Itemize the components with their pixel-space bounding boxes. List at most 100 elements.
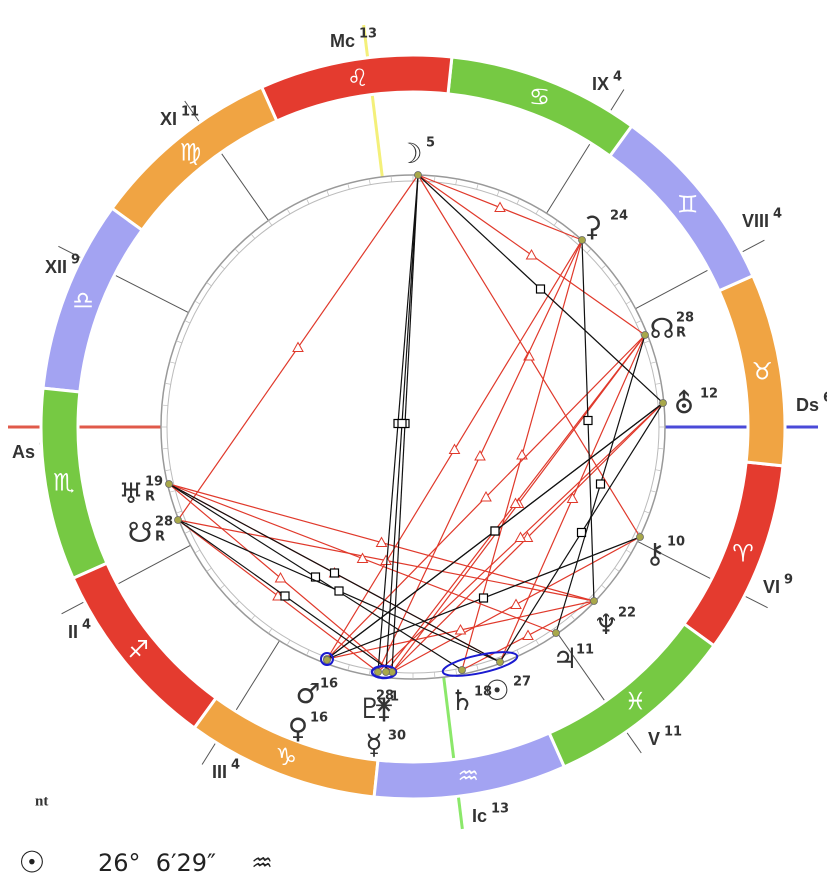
sign-glyph: ♌ bbox=[347, 64, 369, 92]
house-cusp bbox=[609, 89, 625, 112]
degree-tick bbox=[161, 448, 168, 450]
aspect-trine bbox=[509, 497, 522, 508]
planet-degree: 19 bbox=[145, 475, 163, 490]
planet-point bbox=[165, 480, 173, 488]
degree-tick bbox=[658, 448, 665, 450]
house-label: III bbox=[212, 762, 227, 782]
conjunction-ring bbox=[370, 664, 398, 680]
degree-tick bbox=[650, 490, 657, 493]
planet-point bbox=[636, 533, 644, 541]
house-label: XI bbox=[160, 109, 177, 129]
sign-glyph: ♈ bbox=[732, 540, 754, 568]
degree-tick bbox=[286, 208, 291, 215]
aspect-trine bbox=[510, 598, 522, 609]
degree-tick bbox=[169, 490, 176, 493]
degree-tick bbox=[219, 584, 225, 590]
planet-degree: 28 bbox=[155, 515, 173, 530]
degree-tick bbox=[234, 600, 240, 606]
planet-point bbox=[496, 658, 504, 666]
aspect-trine bbox=[522, 629, 534, 640]
degree-tick bbox=[635, 320, 642, 324]
house-cusp bbox=[58, 245, 82, 259]
degree-tick bbox=[164, 469, 171, 472]
degree-tick bbox=[184, 320, 191, 324]
degree-tick bbox=[306, 649, 310, 656]
degree-tick bbox=[455, 669, 458, 676]
planet-degree: 18 bbox=[474, 685, 492, 700]
planet-glyph: ⚳ bbox=[582, 210, 603, 243]
degree-tick bbox=[516, 649, 520, 656]
planet-glyph: ♅ bbox=[118, 477, 143, 510]
planet-point bbox=[552, 629, 560, 637]
aspect-square bbox=[334, 586, 344, 596]
degree-tick bbox=[368, 669, 371, 676]
angle-line bbox=[362, 24, 384, 178]
degree-tick bbox=[644, 340, 650, 344]
house-degree: 4 bbox=[773, 207, 782, 222]
house-degree: 6 bbox=[823, 391, 827, 406]
house-cusp bbox=[625, 731, 642, 754]
house-label: IX bbox=[592, 74, 609, 94]
planet-degree: 28 bbox=[376, 689, 394, 704]
planet-point bbox=[382, 668, 390, 676]
house-cusp bbox=[220, 152, 269, 221]
aspect-trine bbox=[494, 201, 506, 212]
degree-tick bbox=[614, 282, 620, 287]
planet-glyph: ☋ bbox=[128, 516, 153, 549]
planet-degree: 30 bbox=[388, 729, 406, 744]
aspect-trine bbox=[274, 571, 287, 583]
planet-glyph: ♄ bbox=[449, 684, 474, 717]
planet-glyph: ☉ bbox=[484, 674, 509, 707]
house-cusp bbox=[546, 142, 591, 214]
aspect-trine bbox=[356, 552, 369, 563]
aspect-trine bbox=[454, 623, 467, 635]
house-degree: 4 bbox=[231, 758, 240, 773]
aspect-trine bbox=[375, 536, 388, 547]
degree-tick bbox=[476, 183, 479, 190]
degree-tick bbox=[234, 248, 240, 254]
retrograde-mark: R bbox=[145, 490, 155, 505]
retrograde-mark: R bbox=[676, 326, 686, 341]
aspect-trine bbox=[380, 554, 392, 565]
degree-tick bbox=[614, 567, 620, 572]
degree-tick bbox=[306, 198, 310, 205]
degree-tick bbox=[390, 175, 392, 182]
aspect-square bbox=[535, 284, 546, 294]
degree-tick bbox=[206, 567, 212, 572]
planet-point bbox=[374, 668, 382, 676]
house-label: VIII bbox=[742, 211, 769, 231]
house-cusp bbox=[557, 633, 606, 702]
planet-point bbox=[174, 516, 182, 524]
sign-glyph: ♓ bbox=[625, 688, 647, 716]
house-cusp bbox=[114, 274, 189, 314]
house-degree: 4 bbox=[82, 618, 91, 633]
conjunction-ring bbox=[320, 652, 334, 666]
sign-glyph: ♍ bbox=[180, 138, 202, 166]
house-cusp bbox=[741, 239, 765, 253]
degree-tick bbox=[368, 178, 371, 185]
degree-tick bbox=[535, 208, 540, 215]
planet-glyph: ♂ bbox=[295, 677, 320, 710]
house-label: Ds bbox=[796, 395, 819, 415]
planet-degree: 27 bbox=[513, 675, 531, 690]
degree-tick bbox=[455, 178, 458, 185]
aspect-trine bbox=[474, 449, 486, 461]
planet-glyph: ☽ bbox=[397, 137, 422, 170]
degree-tick bbox=[161, 404, 168, 406]
house-cusp bbox=[116, 544, 191, 585]
note: nt bbox=[35, 793, 48, 809]
planet-degree: 16 bbox=[310, 711, 328, 726]
degree-tick bbox=[176, 510, 182, 514]
house-cusp bbox=[744, 595, 768, 609]
planet-degree: 12 bbox=[700, 387, 718, 402]
degree-tick bbox=[496, 190, 500, 196]
degree-tick bbox=[476, 664, 479, 671]
house-cusp bbox=[61, 601, 85, 615]
aspect-square bbox=[576, 527, 587, 538]
planet-glyph: ⚷ bbox=[645, 537, 666, 570]
sign-glyph: ♎ bbox=[72, 286, 94, 314]
aspect-trine bbox=[566, 492, 579, 503]
degree-tick bbox=[206, 282, 212, 287]
sign-glyph: ♉ bbox=[751, 358, 773, 386]
